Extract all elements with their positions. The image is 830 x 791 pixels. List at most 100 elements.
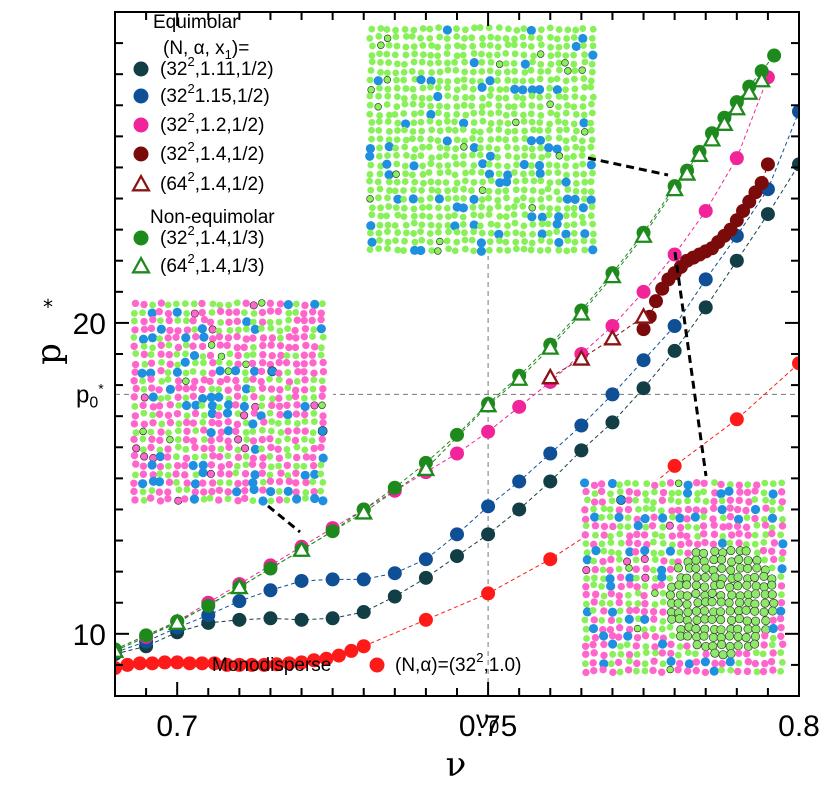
inset-particle <box>393 60 401 68</box>
inset-particle <box>623 631 633 641</box>
inset-particle <box>428 247 436 255</box>
inset-particle <box>460 194 468 202</box>
inset-particle <box>683 642 691 650</box>
inset-particle <box>691 555 701 565</box>
inset-particle <box>587 83 595 91</box>
inset-particle <box>301 325 310 333</box>
inset-particle <box>562 77 570 85</box>
inset-particle <box>157 350 165 358</box>
inset-particle <box>709 540 718 548</box>
inset-particle <box>615 565 623 573</box>
inset-particle <box>510 211 518 218</box>
inset-particle <box>735 481 744 489</box>
inset-particle <box>164 411 173 420</box>
inset-particle <box>275 462 283 470</box>
inset-particle <box>426 59 434 67</box>
inset-particle <box>563 221 571 229</box>
inset-particle <box>493 51 501 59</box>
inset-particle <box>691 589 701 599</box>
inset-particle <box>402 51 410 59</box>
inset-particle <box>580 229 590 239</box>
inset-particle <box>580 187 588 195</box>
inset-particle <box>408 33 416 40</box>
inset-particle <box>318 435 326 443</box>
inset-particle <box>258 318 267 326</box>
inset-particle <box>374 103 382 111</box>
inset-particle <box>285 316 293 324</box>
inset-particle <box>165 316 173 325</box>
inset-particle <box>460 143 468 151</box>
inset-particle <box>267 497 275 505</box>
inset-particle <box>189 351 200 361</box>
inset-particle <box>561 119 569 127</box>
inset-particle <box>587 143 595 151</box>
inset-particle <box>606 505 614 513</box>
inset-particle <box>434 247 442 255</box>
inset-particle <box>377 204 384 212</box>
inset-particle <box>233 332 241 341</box>
inset-particle <box>291 386 300 395</box>
inset-particle <box>383 26 391 33</box>
inset-particle <box>249 334 257 342</box>
inset-particle <box>383 76 391 84</box>
inset-particle <box>767 657 776 666</box>
inset-particle <box>283 352 291 359</box>
inset-particle <box>426 238 434 246</box>
inset-particle <box>198 393 208 404</box>
inset-particle <box>199 369 207 377</box>
inset-particle <box>684 659 694 669</box>
inset-particle <box>459 43 467 51</box>
inset-particle <box>752 555 762 565</box>
inset-particle <box>376 50 383 58</box>
inset-particle <box>130 333 138 341</box>
inset-particle <box>164 376 172 383</box>
x-tick-labels: 0.7 0.75 0.8 <box>156 710 820 743</box>
inset-particle <box>700 657 710 667</box>
inset-particle <box>266 360 275 369</box>
inset-particle <box>751 659 760 668</box>
inset-particle <box>710 648 720 658</box>
inset-particle <box>767 547 776 555</box>
inset-particle <box>434 194 444 204</box>
inset-particle <box>579 478 590 488</box>
inset-particle <box>156 446 164 454</box>
inset-particle <box>410 230 417 237</box>
inset-particle <box>234 360 242 368</box>
data-point <box>540 338 560 355</box>
inset-particle <box>453 238 461 246</box>
inset-particle <box>572 187 580 195</box>
inset-particle <box>633 521 643 531</box>
inset-particle <box>163 453 172 461</box>
inset-particle <box>182 341 190 349</box>
inset-particle <box>580 111 588 119</box>
inset-particle <box>591 522 600 530</box>
inset-particle <box>556 126 563 134</box>
inset-particle <box>726 649 736 659</box>
inset-particle <box>579 103 587 110</box>
inset-particle <box>745 498 753 506</box>
inset-particle <box>682 599 692 609</box>
inset-particle <box>400 204 408 212</box>
data-point <box>727 98 747 116</box>
inset-particle <box>529 58 537 66</box>
inset-particle <box>710 546 720 556</box>
inset-particle <box>674 479 683 487</box>
inset-particle <box>546 84 554 92</box>
inset-particle <box>392 26 399 34</box>
inset-particle <box>451 247 459 255</box>
inset-particle <box>400 187 407 194</box>
inset-particle <box>545 161 553 169</box>
inset-particle <box>625 538 633 547</box>
inset-particle <box>234 410 242 418</box>
data-point <box>636 322 651 337</box>
inset-particle <box>762 504 770 512</box>
inset-particle <box>682 488 693 498</box>
inset-particle <box>200 411 208 419</box>
inset-particle <box>189 317 197 325</box>
inset-particle <box>459 126 467 134</box>
inset-particle <box>300 360 308 368</box>
inset-particle <box>394 229 402 236</box>
inset-particle <box>753 481 761 489</box>
inset-particle <box>199 353 207 360</box>
inset-particle <box>717 480 725 489</box>
